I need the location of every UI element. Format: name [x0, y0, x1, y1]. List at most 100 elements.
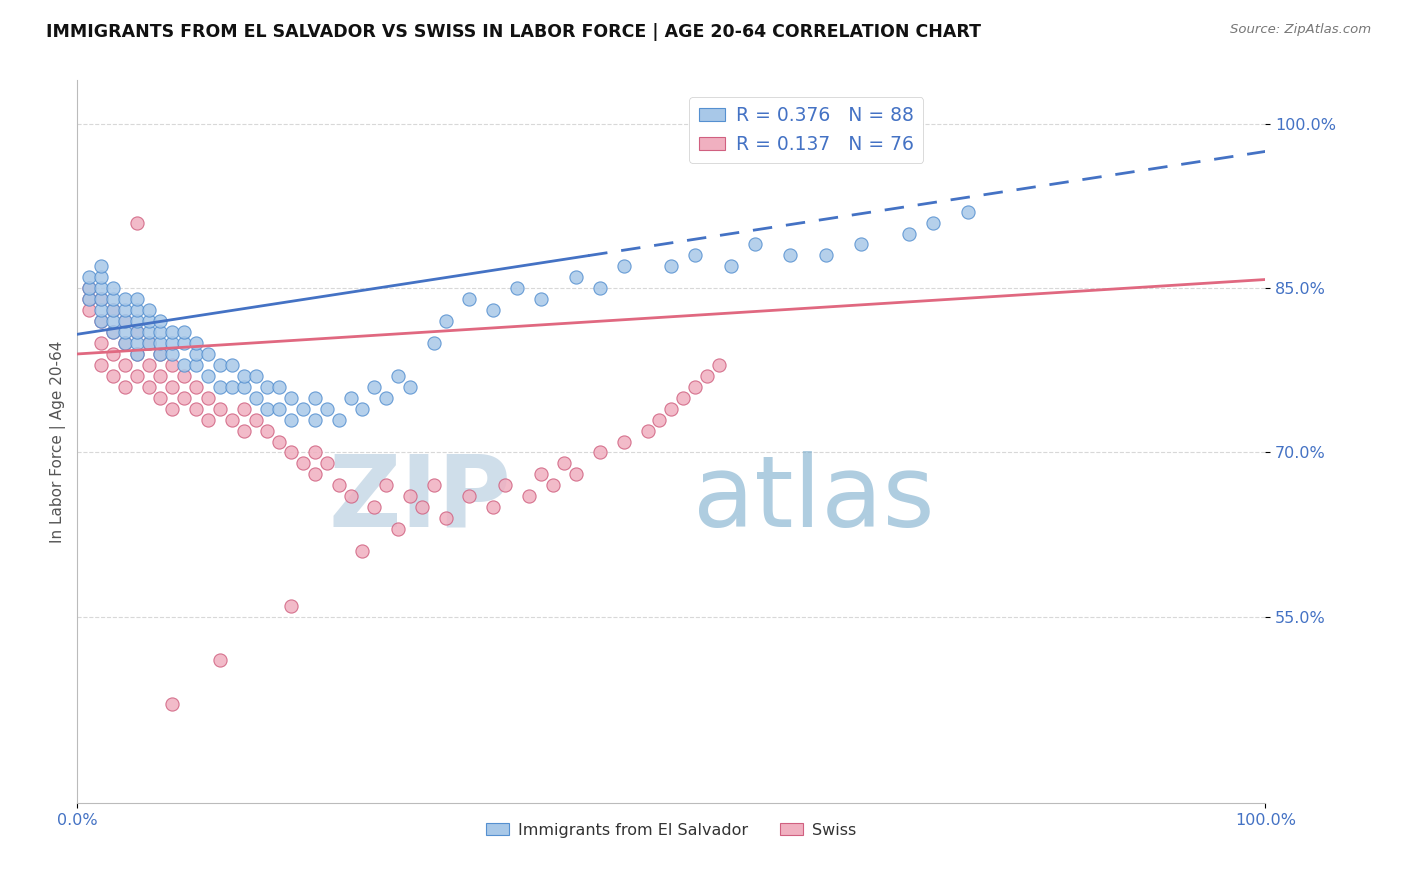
- Point: [696, 368, 718, 383]
- Point: [114, 336, 136, 351]
- Point: [648, 412, 671, 426]
- Point: [458, 489, 481, 503]
- Point: [292, 457, 315, 471]
- Point: [434, 511, 457, 525]
- Point: [589, 445, 612, 459]
- Point: [292, 401, 315, 416]
- Point: [149, 368, 172, 383]
- Point: [101, 292, 124, 306]
- Point: [90, 292, 112, 306]
- Point: [494, 478, 516, 492]
- Point: [517, 489, 540, 503]
- Point: [707, 358, 730, 372]
- Point: [399, 380, 422, 394]
- Point: [814, 248, 837, 262]
- Point: [138, 303, 160, 318]
- Point: [589, 281, 612, 295]
- Point: [565, 467, 588, 482]
- Point: [149, 391, 172, 405]
- Point: [921, 216, 943, 230]
- Point: [269, 380, 291, 394]
- Point: [162, 325, 184, 339]
- Point: [363, 500, 385, 515]
- Point: [101, 281, 124, 295]
- Point: [232, 380, 254, 394]
- Point: [149, 336, 172, 351]
- Point: [245, 368, 267, 383]
- Legend: Immigrants from El Salvador, Swiss: Immigrants from El Salvador, Swiss: [479, 816, 863, 844]
- Point: [661, 401, 683, 416]
- Point: [114, 358, 136, 372]
- Point: [280, 391, 302, 405]
- Point: [280, 445, 302, 459]
- Point: [101, 303, 124, 318]
- Point: [661, 260, 683, 274]
- Point: [77, 303, 100, 318]
- Point: [186, 358, 208, 372]
- Point: [149, 325, 172, 339]
- Point: [138, 314, 160, 328]
- Point: [256, 424, 278, 438]
- Point: [90, 336, 112, 351]
- Point: [269, 434, 291, 449]
- Point: [138, 325, 160, 339]
- Point: [125, 325, 148, 339]
- Point: [352, 544, 374, 558]
- Point: [280, 599, 302, 613]
- Point: [173, 336, 195, 351]
- Point: [613, 434, 636, 449]
- Text: Source: ZipAtlas.com: Source: ZipAtlas.com: [1230, 23, 1371, 37]
- Point: [208, 401, 231, 416]
- Point: [221, 412, 243, 426]
- Point: [114, 325, 136, 339]
- Point: [101, 368, 124, 383]
- Point: [256, 380, 278, 394]
- Point: [138, 336, 160, 351]
- Point: [114, 336, 136, 351]
- Point: [399, 489, 422, 503]
- Point: [197, 347, 219, 361]
- Point: [101, 325, 124, 339]
- Point: [90, 303, 112, 318]
- Point: [375, 391, 398, 405]
- Point: [77, 270, 100, 285]
- Point: [339, 391, 361, 405]
- Point: [720, 260, 742, 274]
- Point: [138, 336, 160, 351]
- Point: [90, 314, 112, 328]
- Point: [363, 380, 385, 394]
- Point: [304, 467, 326, 482]
- Point: [114, 314, 136, 328]
- Point: [90, 270, 112, 285]
- Point: [269, 401, 291, 416]
- Point: [957, 204, 980, 219]
- Y-axis label: In Labor Force | Age 20-64: In Labor Force | Age 20-64: [51, 341, 66, 542]
- Point: [101, 303, 124, 318]
- Point: [530, 467, 553, 482]
- Point: [851, 237, 873, 252]
- Point: [186, 401, 208, 416]
- Point: [898, 227, 921, 241]
- Point: [304, 391, 326, 405]
- Point: [149, 347, 172, 361]
- Point: [613, 260, 636, 274]
- Point: [186, 336, 208, 351]
- Point: [162, 698, 184, 712]
- Point: [339, 489, 361, 503]
- Point: [744, 237, 766, 252]
- Point: [208, 358, 231, 372]
- Point: [541, 478, 564, 492]
- Point: [125, 347, 148, 361]
- Point: [173, 358, 195, 372]
- Point: [672, 391, 695, 405]
- Point: [197, 391, 219, 405]
- Point: [77, 292, 100, 306]
- Point: [232, 401, 254, 416]
- Point: [162, 336, 184, 351]
- Point: [162, 358, 184, 372]
- Point: [683, 248, 706, 262]
- Point: [328, 478, 350, 492]
- Point: [90, 260, 112, 274]
- Point: [482, 500, 505, 515]
- Point: [138, 358, 160, 372]
